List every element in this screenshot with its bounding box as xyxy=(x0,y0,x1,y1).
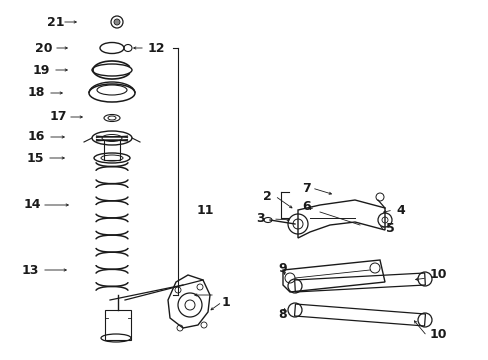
Text: 3: 3 xyxy=(256,212,264,225)
Text: 1: 1 xyxy=(222,296,230,309)
Text: 15: 15 xyxy=(27,152,44,165)
Text: 16: 16 xyxy=(28,130,45,144)
Text: 7: 7 xyxy=(302,181,310,194)
Circle shape xyxy=(114,19,120,25)
Text: 14: 14 xyxy=(24,198,41,211)
Text: 17: 17 xyxy=(50,111,67,123)
Text: 10: 10 xyxy=(429,328,447,341)
Text: 11: 11 xyxy=(197,203,214,216)
Text: 19: 19 xyxy=(33,63,50,77)
Text: 4: 4 xyxy=(395,203,404,216)
Text: 18: 18 xyxy=(28,86,45,99)
Text: 5: 5 xyxy=(385,221,394,234)
Text: 6: 6 xyxy=(302,201,310,213)
Text: 2: 2 xyxy=(263,189,271,202)
Text: 20: 20 xyxy=(35,41,52,54)
Text: 21: 21 xyxy=(47,15,64,28)
Text: 12: 12 xyxy=(148,41,165,54)
Text: 13: 13 xyxy=(22,264,40,276)
Text: 10: 10 xyxy=(429,269,447,282)
Bar xyxy=(105,310,131,340)
Text: 8: 8 xyxy=(278,309,286,321)
Bar xyxy=(104,140,120,160)
Text: 9: 9 xyxy=(278,261,286,274)
